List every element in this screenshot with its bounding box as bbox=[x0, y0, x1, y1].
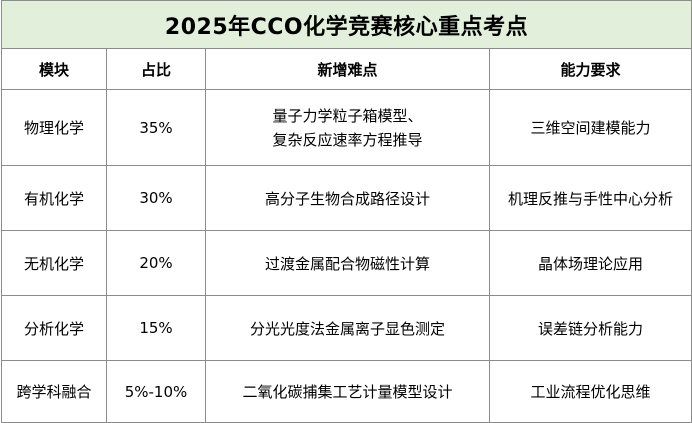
table-row: 物理化学 35% 量子力学粒子箱模型、 复杂反应速率方程推导 三维空间建模能力 bbox=[1, 89, 692, 166]
share-cell: 5%-10% bbox=[106, 360, 206, 423]
title-row: 2025年CCO化学竞赛核心重点考点 bbox=[0, 0, 692, 49]
difficulty-cell: 分光光度法金属离子显色测定 bbox=[205, 295, 490, 361]
module-cell: 无机化学 bbox=[1, 230, 107, 296]
header-row: 模块 占比 新增难点 能力要求 bbox=[1, 48, 692, 90]
difficulty-cell: 二氧化碳捕集工艺计量模型设计 bbox=[205, 360, 490, 423]
table-row: 有机化学 30% 高分子生物合成路径设计 机理反推与手性中心分析 bbox=[1, 165, 692, 231]
module-cell: 物理化学 bbox=[1, 89, 107, 166]
ability-cell: 机理反推与手性中心分析 bbox=[488, 165, 692, 231]
difficulty-cell: 高分子生物合成路径设计 bbox=[205, 165, 490, 231]
ability-cell: 误差链分析能力 bbox=[488, 295, 692, 361]
header-difficulty: 新增难点 bbox=[205, 48, 490, 90]
share-cell: 35% bbox=[106, 89, 206, 166]
ability-cell: 三维空间建模能力 bbox=[488, 89, 692, 166]
module-cell: 分析化学 bbox=[1, 295, 107, 361]
header-ability: 能力要求 bbox=[488, 48, 692, 90]
module-cell: 跨学科融合 bbox=[1, 360, 107, 423]
share-cell: 30% bbox=[106, 165, 206, 231]
share-cell: 15% bbox=[106, 295, 206, 361]
share-cell: 20% bbox=[106, 230, 206, 296]
difficulty-cell: 量子力学粒子箱模型、 复杂反应速率方程推导 bbox=[205, 89, 490, 166]
ability-cell: 工业流程优化思维 bbox=[488, 360, 692, 423]
module-cell: 有机化学 bbox=[1, 165, 107, 231]
difficulty-line: 量子力学粒子箱模型、 bbox=[272, 106, 423, 125]
header-share: 占比 bbox=[106, 48, 206, 90]
header-module: 模块 bbox=[1, 48, 107, 90]
difficulty-cell: 过渡金属配合物磁性计算 bbox=[205, 230, 490, 296]
difficulty-line: 复杂反应速率方程推导 bbox=[272, 130, 423, 149]
table-row: 无机化学 20% 过渡金属配合物磁性计算 晶体场理论应用 bbox=[1, 230, 692, 296]
table-row: 分析化学 15% 分光光度法金属离子显色测定 误差链分析能力 bbox=[1, 295, 692, 361]
table-title: 2025年CCO化学竞赛核心重点考点 bbox=[0, 0, 692, 49]
ability-cell: 晶体场理论应用 bbox=[488, 230, 692, 296]
table-row: 跨学科融合 5%-10% 二氧化碳捕集工艺计量模型设计 工业流程优化思维 bbox=[1, 360, 692, 423]
